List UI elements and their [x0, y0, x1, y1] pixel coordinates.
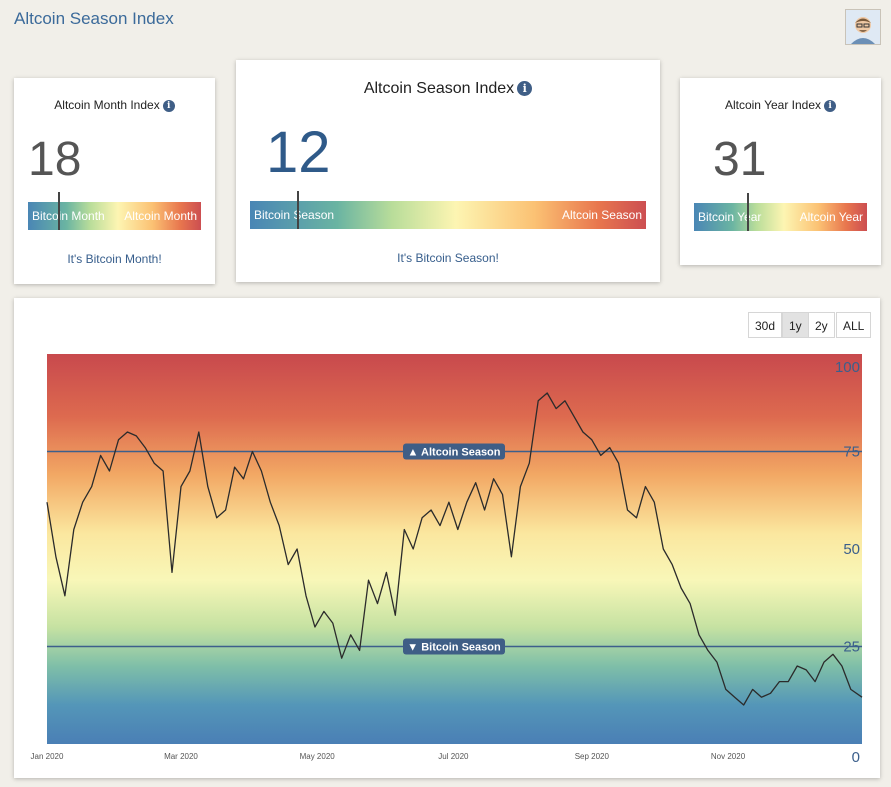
series-line	[46, 392, 863, 706]
range-button-1y[interactable]: 1y	[782, 312, 809, 338]
season-index-value: 12	[266, 120, 331, 185]
month-index-value: 18	[28, 133, 82, 186]
x-tick-label: May 2020	[300, 752, 336, 761]
threshold-label: ▲ Altcoin Season	[408, 447, 501, 459]
season-card-title-text: Altcoin Season Index	[363, 80, 515, 97]
year-index-value: 31	[713, 133, 767, 186]
info-icon[interactable]: i	[517, 81, 533, 96]
month-card-title: Altcoin Month Index i	[14, 98, 215, 112]
y-tick-label: 0	[852, 749, 860, 766]
x-tick-label: Mar 2020	[164, 752, 198, 761]
index-marker	[296, 191, 299, 229]
season-card-title: Altcoin Season Index i	[236, 80, 660, 98]
avatar-image	[846, 10, 880, 44]
year-card-title: Altcoin Year Index i	[680, 98, 881, 112]
index-marker	[746, 193, 749, 231]
range-button-2y[interactable]: 2y	[808, 312, 835, 338]
info-icon[interactable]: i	[824, 100, 837, 112]
y-tick-label: 25	[843, 639, 860, 656]
threshold-label: ▼ Bitcoin Season	[407, 642, 501, 654]
season-status: It's Bitcoin Season!	[397, 251, 499, 265]
bar-right-label: Altcoin Month	[124, 209, 197, 223]
bar-right-label: Altcoin Year	[799, 210, 863, 224]
month-index-bar: Bitcoin Month Altcoin Month	[28, 192, 201, 230]
altcoin-season-card: Altcoin Season Index i 12 Bitcoin Season …	[236, 60, 660, 282]
page-title: Altcoin Season Index	[14, 9, 174, 28]
range-button-30d[interactable]: 30d	[748, 312, 783, 338]
year-card-title-text: Altcoin Year Index	[724, 98, 822, 112]
month-card-title-text: Altcoin Month Index	[54, 98, 160, 112]
altcoin-month-card: Altcoin Month Index i 18 Bitcoin Month Al…	[14, 78, 215, 284]
month-status: It's Bitcoin Month!	[67, 252, 162, 266]
bar-left-label: Bitcoin Year	[698, 210, 762, 224]
x-tick-label: Jan 2020	[31, 752, 64, 761]
index-marker	[58, 192, 61, 230]
y-tick-label: 75	[843, 444, 860, 461]
bar-left-label: Bitcoin Month	[32, 209, 105, 223]
year-index-bar: Bitcoin Year Altcoin Year	[694, 193, 867, 231]
bar-left-label: Bitcoin Season	[254, 208, 335, 222]
range-button-all[interactable]: ALL	[836, 312, 872, 338]
threshold-label-box	[403, 443, 505, 460]
plot-background	[47, 354, 862, 744]
season-index-bar: Bitcoin Season Altcoin Season	[250, 191, 646, 229]
bar-right-label: Altcoin Season	[561, 208, 642, 222]
x-tick-label: Sep 2020	[575, 752, 610, 761]
avatar[interactable]	[845, 9, 881, 45]
info-icon[interactable]: i	[162, 100, 175, 112]
x-tick-label: Nov 2020	[711, 752, 746, 761]
altcoin-year-card: Altcoin Year Index i 31 Bitcoin Year Altc…	[680, 78, 881, 265]
y-tick-label: 50	[843, 541, 860, 558]
threshold-label-box	[403, 638, 505, 655]
x-tick-label: Jul 2020	[438, 752, 469, 761]
y-tick-label: 100	[835, 359, 860, 376]
